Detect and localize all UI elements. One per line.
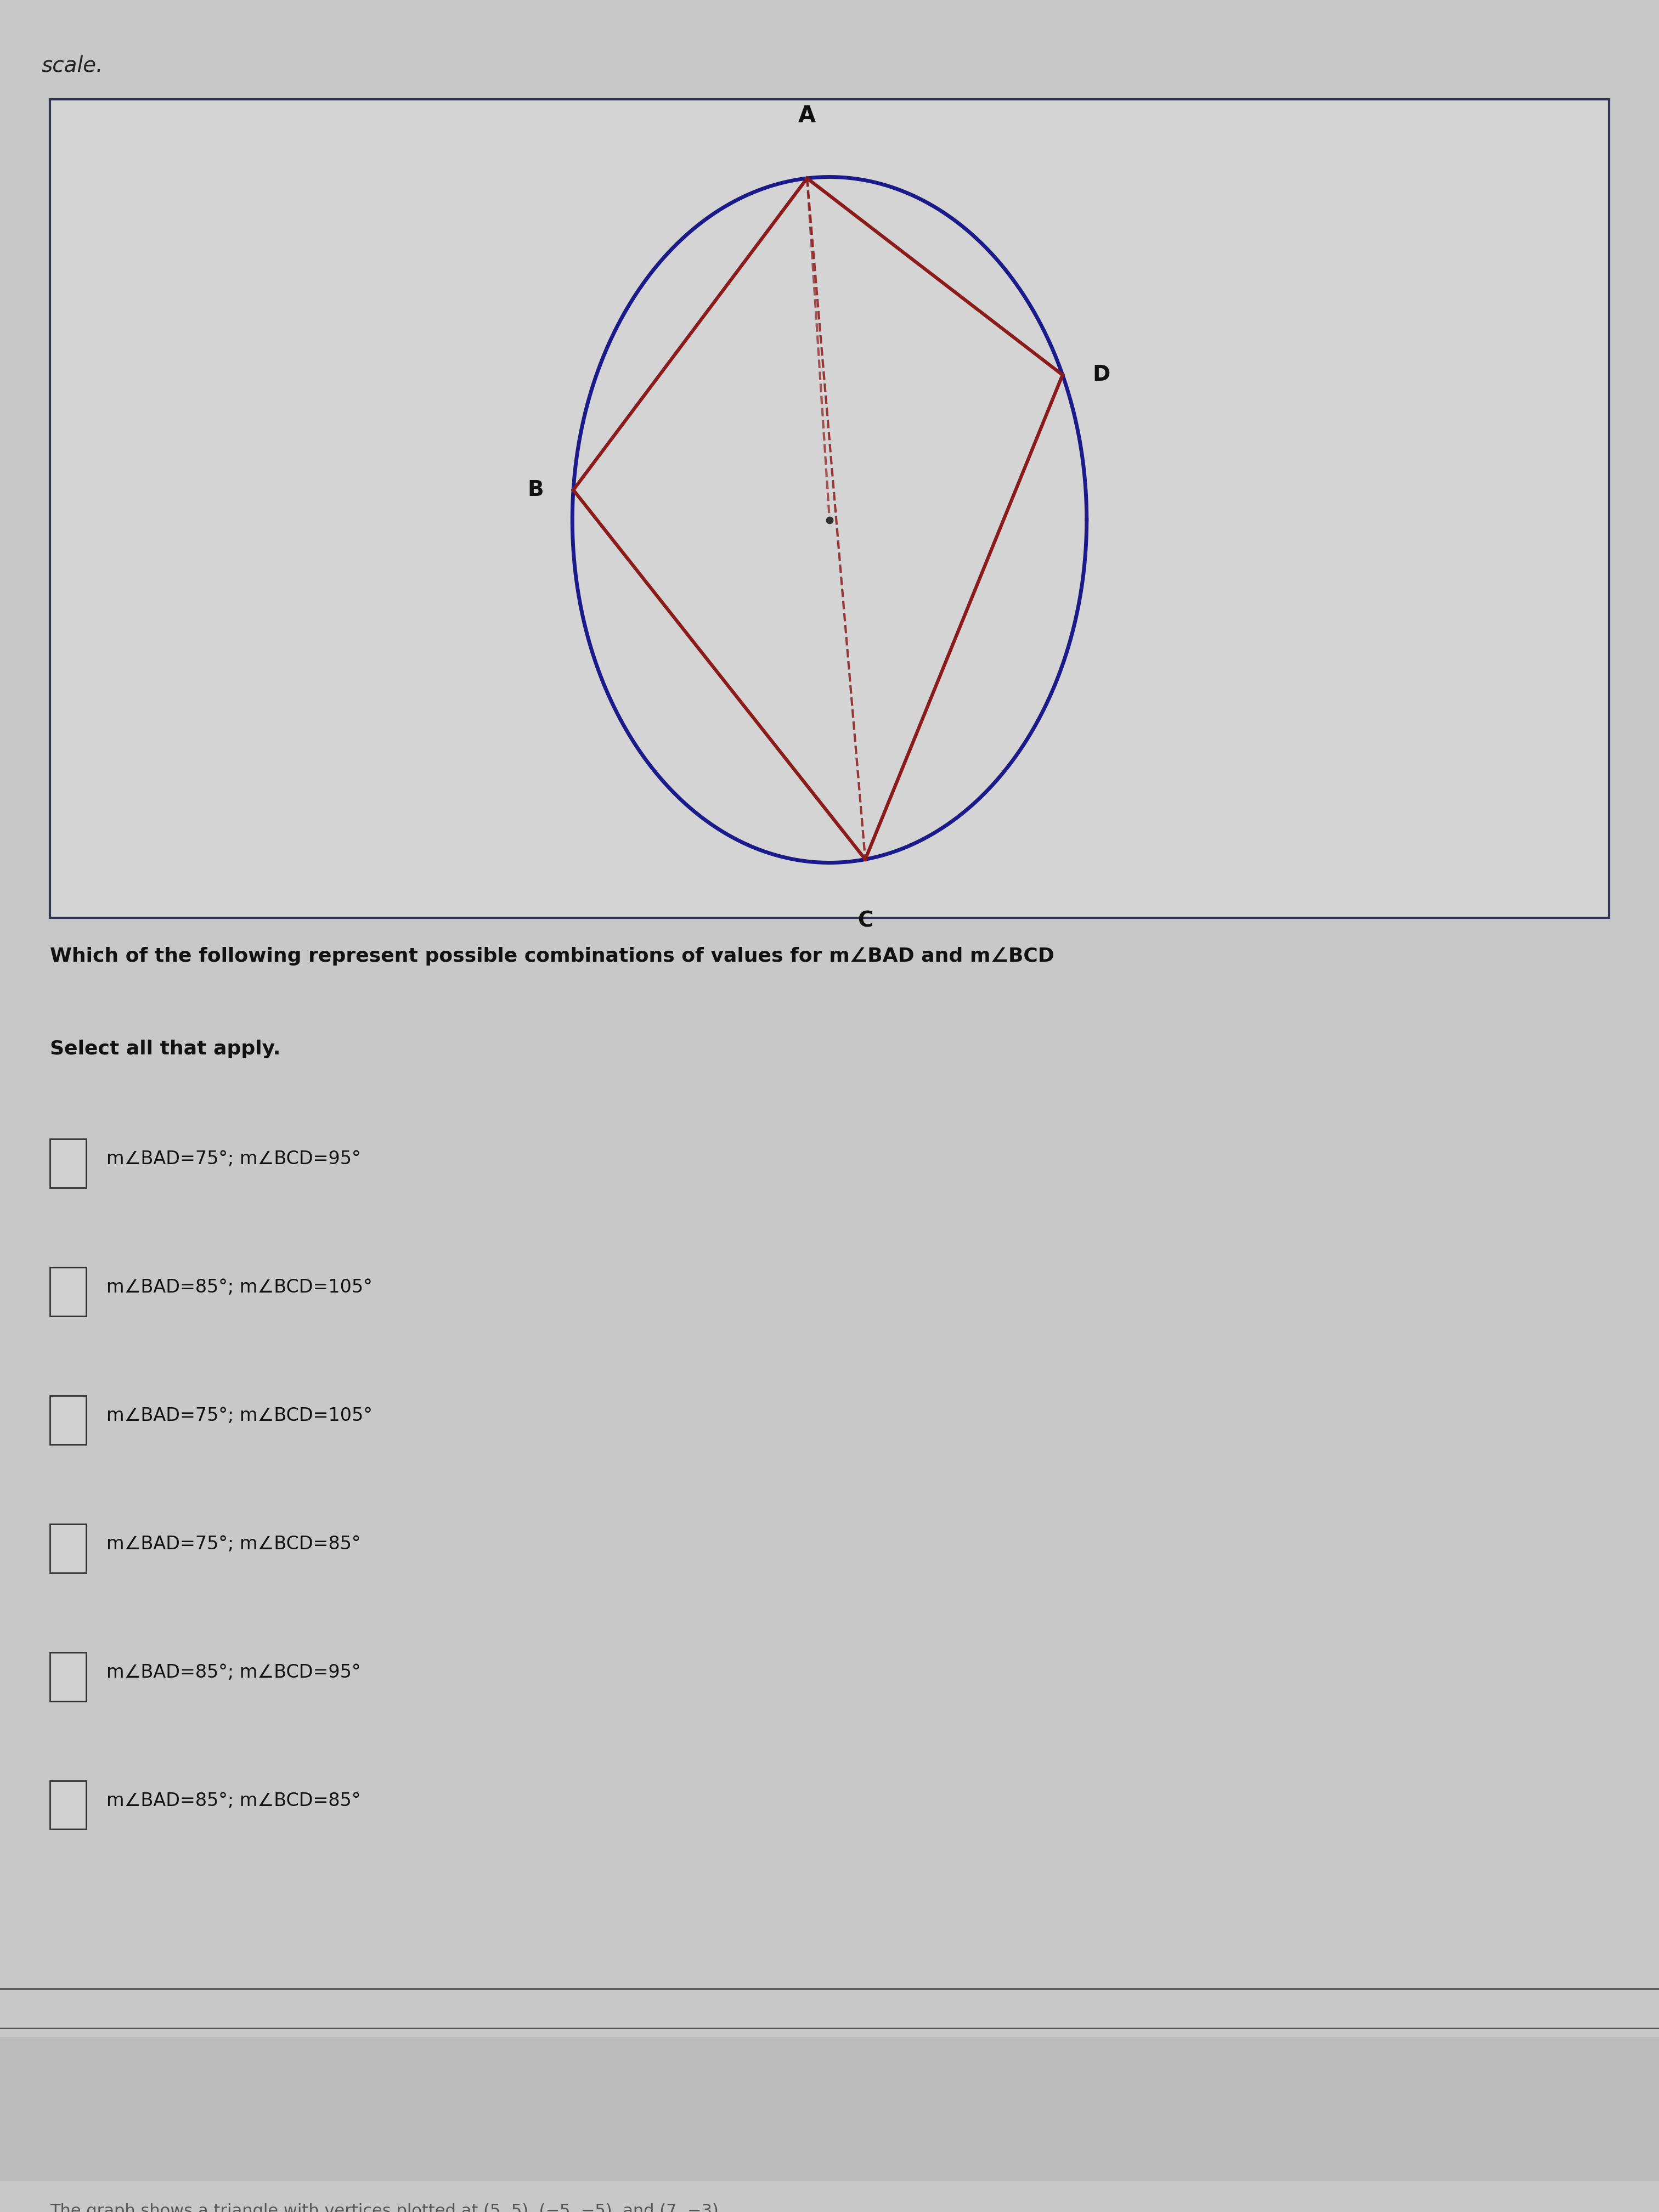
FancyBboxPatch shape	[50, 1396, 86, 1444]
FancyBboxPatch shape	[0, 2037, 1659, 2181]
Text: Select all that apply.: Select all that apply.	[50, 1040, 280, 1057]
Text: A: A	[798, 104, 816, 128]
FancyBboxPatch shape	[50, 1524, 86, 1573]
Text: m∠BAD=75°; m∠BCD=85°: m∠BAD=75°; m∠BCD=85°	[106, 1535, 360, 1553]
Text: Which of the following represent possible combinations of values for m∠BAD and m: Which of the following represent possibl…	[50, 947, 1053, 964]
Text: m∠BAD=85°; m∠BCD=95°: m∠BAD=85°; m∠BCD=95°	[106, 1663, 360, 1681]
FancyBboxPatch shape	[50, 1652, 86, 1701]
Text: Question 3: Question 3	[50, 2064, 171, 2081]
Text: m∠BAD=75°; m∠BCD=105°: m∠BAD=75°; m∠BCD=105°	[106, 1407, 372, 1425]
Text: m∠BAD=75°; m∠BCD=95°: m∠BAD=75°; m∠BCD=95°	[106, 1150, 360, 1168]
Text: m∠BAD=85°; m∠BCD=85°: m∠BAD=85°; m∠BCD=85°	[106, 1792, 360, 1809]
FancyBboxPatch shape	[50, 1139, 86, 1188]
Text: C: C	[858, 909, 873, 931]
Text: m∠BAD=85°; m∠BCD=105°: m∠BAD=85°; m∠BCD=105°	[106, 1279, 372, 1296]
FancyBboxPatch shape	[50, 100, 1609, 918]
FancyBboxPatch shape	[50, 1781, 86, 1829]
FancyBboxPatch shape	[50, 1267, 86, 1316]
Text: B: B	[528, 480, 544, 500]
Text: The graph shows a triangle with vertices plotted at (5, 5), (−5, −5), and (7, −3: The graph shows a triangle with vertices…	[50, 2203, 723, 2212]
Text: scale.: scale.	[41, 55, 103, 75]
Text: D: D	[1092, 365, 1110, 385]
